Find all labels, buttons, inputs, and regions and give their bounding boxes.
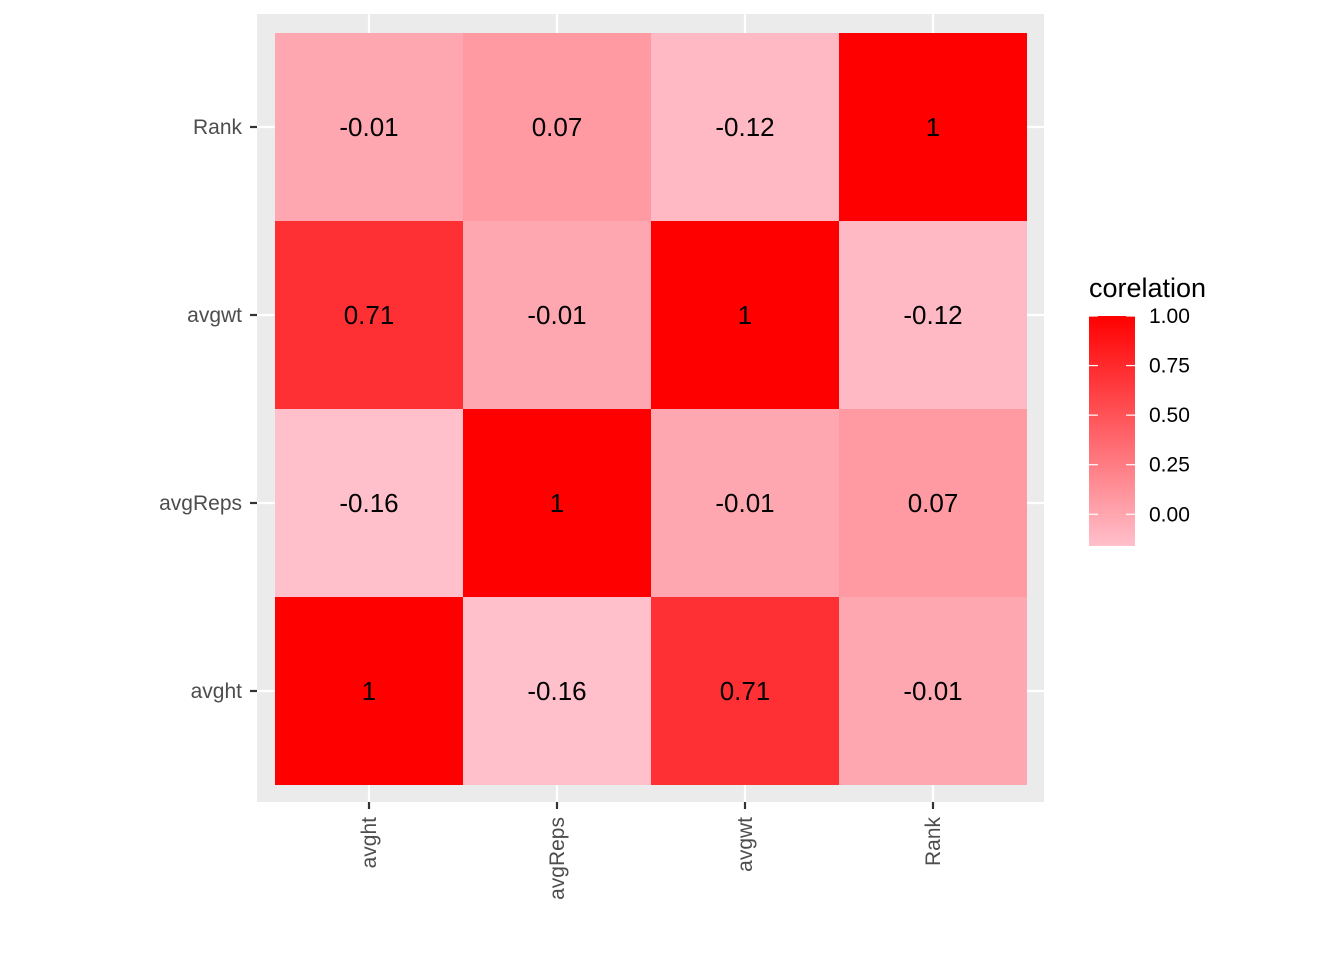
x-tick-label: avgwt	[734, 817, 757, 872]
heatmap-cell	[651, 597, 839, 785]
heatmap-cell	[275, 221, 463, 409]
y-tick-label: avgwt	[187, 304, 242, 327]
heatmap-cell	[651, 221, 839, 409]
cell-value-label: -0.01	[339, 112, 398, 142]
cell-value-label: 1	[738, 300, 752, 330]
y-tick-label: avght	[191, 680, 243, 703]
cell-labels: 1 -0.16 0.71 -0.01 -0.16 1 -0.01 0.07 0.71 -0.01 1…	[339, 112, 962, 706]
heatmap-cell	[275, 597, 463, 785]
cell-value-label: -0.16	[527, 676, 586, 706]
cell-value-label: 0.71	[344, 300, 395, 330]
legend-tick-label: 0.25	[1149, 454, 1190, 477]
heatmap-cell	[275, 33, 463, 221]
heatmap-cell	[651, 409, 839, 597]
legend-tick-label: 0.75	[1149, 355, 1190, 378]
x-tick-label: Rank	[922, 817, 945, 867]
y-tick-label: Rank	[193, 116, 243, 139]
heatmap-cell	[839, 597, 1027, 785]
heatmap-cells	[275, 33, 1027, 785]
cell-value-label: 1	[362, 676, 376, 706]
legend-tick-label: 0.50	[1149, 404, 1190, 427]
legend-ticks: 0.00 0.25 0.50 0.75 1.00	[1089, 305, 1190, 526]
heatmap-cell	[275, 409, 463, 597]
heatmap-cell	[463, 597, 651, 785]
cell-value-label: -0.01	[903, 676, 962, 706]
heatmap-cell	[463, 221, 651, 409]
heatmap-cell	[463, 409, 651, 597]
x-tick-label: avght	[358, 817, 381, 869]
legend-tick-label: 0.00	[1149, 503, 1190, 526]
heatmap-cell	[651, 33, 839, 221]
cell-value-label: -0.12	[903, 300, 962, 330]
legend-colorbar	[1089, 316, 1135, 546]
legend-tick-label: 1.00	[1149, 305, 1190, 328]
cell-value-label: -0.12	[715, 112, 774, 142]
x-axis: avght avgReps avgwt Rank	[358, 802, 945, 900]
cell-value-label: -0.01	[527, 300, 586, 330]
heatmap-cell	[839, 221, 1027, 409]
x-tick-label: avgReps	[546, 817, 569, 900]
y-axis: avght avgReps avgwt Rank	[159, 116, 257, 703]
cell-value-label: 1	[926, 112, 940, 142]
legend: corelation 0.00 0.25 0.50 0.75 1.00	[1089, 273, 1206, 546]
heatmap-cell	[839, 409, 1027, 597]
y-tick-label: avgReps	[159, 492, 242, 515]
legend-title: corelation	[1089, 273, 1206, 303]
heatmap-cell	[463, 33, 651, 221]
cell-value-label: 0.07	[908, 488, 959, 518]
heatmap-cell	[839, 33, 1027, 221]
cell-value-label: 1	[550, 488, 564, 518]
cell-value-label: 0.07	[532, 112, 583, 142]
cell-value-label: -0.01	[715, 488, 774, 518]
cell-value-label: 0.71	[720, 676, 771, 706]
cell-value-label: -0.16	[339, 488, 398, 518]
